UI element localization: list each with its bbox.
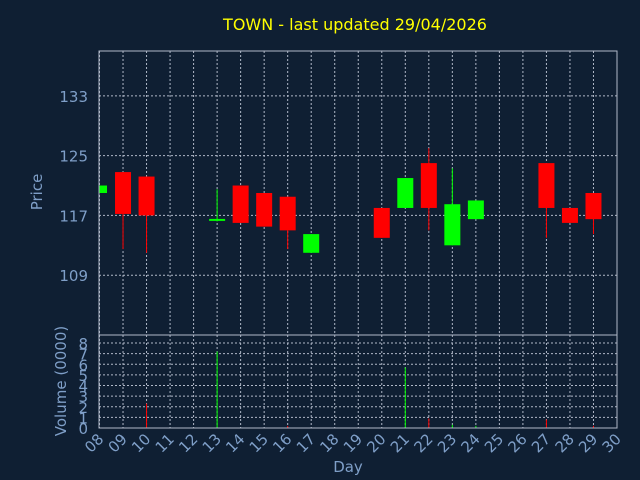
candle-body <box>397 178 414 208</box>
volume-tick-label: 0 <box>78 420 88 438</box>
x-tick-label: 13 <box>199 430 225 456</box>
x-tick-label: 17 <box>293 430 319 456</box>
candle <box>373 207 390 238</box>
candle-body <box>585 193 602 220</box>
candle <box>209 189 226 222</box>
x-tick-label: 22 <box>410 430 436 456</box>
chart-title: TOWN - last updated 29/04/2026 <box>222 15 487 34</box>
volume-tick-label: 7 <box>78 346 88 364</box>
x-axis-ticks: 0809101112131415161718192021222324252627… <box>81 430 625 456</box>
x-tick-label: 28 <box>552 430 578 456</box>
x-tick-label: 18 <box>316 430 342 456</box>
candle <box>115 172 132 250</box>
x-tick-label: 27 <box>528 430 554 456</box>
candle-body <box>138 176 155 216</box>
candle <box>279 196 296 250</box>
candle-body <box>444 204 461 246</box>
volume-gridlines <box>99 335 618 428</box>
x-tick-label: 16 <box>269 430 295 456</box>
price-tick-label: 117 <box>59 207 88 225</box>
candle <box>138 176 155 253</box>
candle <box>303 234 320 253</box>
volume-tick-label: 4 <box>78 378 88 396</box>
volume-tick-label: 3 <box>78 388 88 406</box>
x-tick-label: 12 <box>175 430 201 456</box>
candle-body <box>561 207 578 223</box>
x-tick-label: 21 <box>387 430 413 456</box>
volume-panel-frame <box>98 334 618 429</box>
x-tick-label: 19 <box>340 430 366 456</box>
candle <box>467 200 484 220</box>
x-tick-label: 14 <box>222 430 248 456</box>
candle-body <box>209 218 226 221</box>
volume-tick-label: 1 <box>78 409 88 427</box>
candle <box>99 185 107 193</box>
candle <box>420 148 437 231</box>
candle-body <box>373 207 390 238</box>
candle <box>232 185 249 223</box>
price-axis-label: Price <box>28 174 46 211</box>
price-tick-label: 125 <box>59 148 88 166</box>
candle-body <box>538 163 555 208</box>
candle <box>538 163 555 238</box>
x-tick-label: 24 <box>457 430 483 456</box>
x-tick-label: 26 <box>505 430 531 456</box>
x-tick-label: 10 <box>128 430 154 456</box>
x-tick-label: 25 <box>481 430 507 456</box>
x-tick-label: 30 <box>599 430 625 456</box>
volume-tick-label: 2 <box>78 399 88 417</box>
x-tick-label: 09 <box>105 430 131 456</box>
price-tick-label: 109 <box>59 267 88 285</box>
x-tick-label: 20 <box>363 430 389 456</box>
candle <box>561 207 578 223</box>
candle-body <box>420 163 437 208</box>
x-tick-label: 29 <box>575 430 601 456</box>
candle-body <box>115 172 132 214</box>
x-axis-label: Day <box>333 458 363 476</box>
candle-body <box>279 196 296 231</box>
candle <box>585 193 602 235</box>
candle-body <box>256 193 273 227</box>
volume-bars <box>146 351 594 428</box>
x-tick-label: 23 <box>434 430 460 456</box>
candle <box>256 193 273 227</box>
candle-body <box>467 200 484 220</box>
price-tick-label: 133 <box>59 88 88 106</box>
price-y-ticks: 109 117 125 133 <box>59 88 88 285</box>
x-tick-label: 15 <box>246 430 272 456</box>
volume-tick-label: 6 <box>78 356 88 374</box>
volume-tick-label: 5 <box>78 367 88 385</box>
candle-body <box>232 185 249 223</box>
volume-tick-label: 8 <box>78 335 88 353</box>
candle <box>444 168 461 246</box>
volume-axis-label: Volume (0000) <box>52 326 70 436</box>
candlesticks <box>99 148 602 253</box>
candle-body <box>99 185 107 193</box>
x-tick-label: 11 <box>152 430 178 456</box>
candle-body <box>303 234 320 253</box>
candle <box>397 178 414 208</box>
